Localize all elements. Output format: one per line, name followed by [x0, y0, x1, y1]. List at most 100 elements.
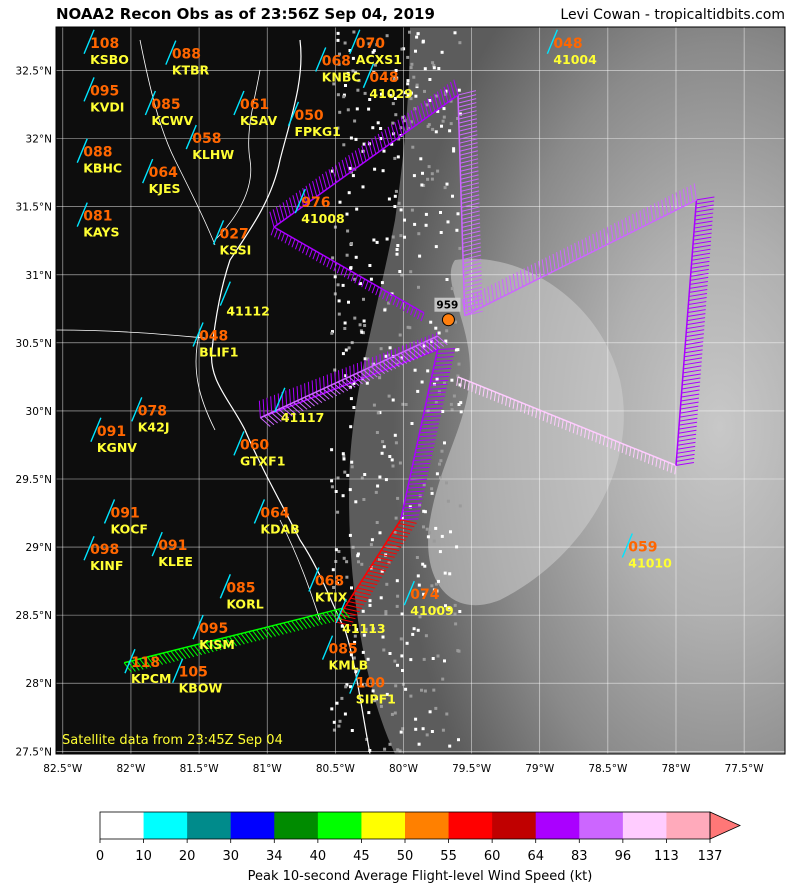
colorbar-segment [187, 812, 232, 839]
wind-barb-icon [335, 598, 347, 624]
station-id: KTBR [172, 63, 210, 78]
station-41112: 41112 [219, 281, 270, 319]
coastline-inner [195, 69, 321, 621]
wind-barb-icon [294, 188, 306, 214]
colorbar-segment [448, 812, 493, 839]
wind-barb-icon [362, 63, 375, 89]
state-border-2 [139, 39, 216, 246]
wind-barb-icon [274, 387, 286, 413]
station-id: KLEE [158, 554, 193, 569]
colorbar-tick-label: 55 [440, 849, 457, 864]
station-id: 41008 [301, 211, 345, 226]
station-id: KDAB [260, 521, 299, 536]
coastline [210, 39, 371, 754]
station-id: KVDI [90, 99, 124, 114]
wind-barb-icon [192, 322, 204, 347]
station-id: KINF [90, 558, 123, 573]
flight-leg [269, 79, 459, 228]
station-pressure: 050 [294, 108, 323, 124]
colorbar-tick-label: 30 [222, 849, 239, 864]
colorbar-tick-label: 113 [654, 849, 679, 864]
station-id: FPKG1 [294, 124, 340, 139]
flight-leg [260, 335, 448, 427]
lat-tick-label: 27.5°N [16, 746, 52, 758]
colorbar-tick-label: 10 [135, 849, 152, 864]
wind-barb-icon [142, 158, 154, 184]
station-id: 41029 [369, 86, 413, 101]
station-id: GTXF1 [240, 453, 285, 468]
lon-tick-label: 80°W [389, 763, 419, 775]
lat-tick-label: 32.5°N [16, 66, 52, 78]
station-pressure: 091 [111, 505, 140, 521]
station-pressure: 058 [192, 131, 221, 147]
station-pressure: 091 [158, 538, 187, 554]
station-id: KBOW [179, 681, 223, 696]
colorbar-segment [274, 812, 319, 839]
station-pressure: 085 [226, 580, 255, 596]
flight-leg [334, 519, 417, 626]
station-pressure: 095 [90, 83, 119, 99]
station-id: KORL [226, 596, 263, 611]
storm-center-marker: 959 [434, 297, 461, 327]
lat-tick-label: 29°N [26, 542, 52, 554]
wind-barb-icon [124, 648, 136, 674]
colorbar-segment [100, 812, 145, 839]
station-pressure: 027 [220, 226, 249, 242]
station-id: SIPF1 [356, 692, 396, 707]
colorbar-segment [230, 812, 275, 839]
colorbar-tick-label: 45 [353, 849, 370, 864]
wind-barb-icon [621, 533, 633, 558]
station-41113: 41113 [335, 598, 386, 636]
map-credit: Levi Cowan - tropicaltidbits.com [560, 7, 785, 23]
colorbar-segment [535, 812, 580, 839]
station-pressure: 048 [553, 36, 582, 52]
wind-barb-icon [253, 499, 266, 524]
station-pressure: 098 [90, 542, 119, 558]
station-pressure: 095 [199, 621, 228, 637]
colorbar-tick-label: 96 [615, 849, 632, 864]
station-pressure: 081 [83, 209, 112, 225]
station-pressure: 085 [151, 97, 180, 113]
colorbar-title: Peak 10-second Average Flight-level Wind… [248, 869, 593, 884]
lat-lon-grid [56, 27, 785, 754]
station-pressure: 064 [149, 165, 178, 181]
station-id: BLIF1 [199, 344, 238, 359]
station-pressure: 068 [315, 574, 344, 590]
station-id: 41004 [553, 52, 597, 67]
flight-leg [270, 226, 425, 322]
colorbar-segment [361, 812, 406, 839]
colorbar-tick-label: 20 [179, 849, 196, 864]
wind-barb-icon [103, 499, 116, 524]
station-pressure: 085 [329, 642, 358, 658]
colorbar-tick-label: 40 [310, 849, 327, 864]
wind-barb-icon [349, 29, 361, 55]
lon-tick-label: 77.5°W [725, 763, 765, 775]
station-id: ACXS1 [356, 52, 402, 67]
map-title: NOAA2 Recon Obs as of 23:56Z Sep 04, 201… [56, 5, 435, 23]
colorbar-tick-label: 83 [571, 849, 588, 864]
flight-leg [462, 183, 697, 317]
colorbar-segment [492, 812, 537, 839]
station-pressure: 074 [410, 587, 439, 603]
wind-barb-icon [308, 567, 320, 592]
station-id: KSBO [90, 52, 129, 67]
station-pressure: 064 [260, 505, 289, 521]
